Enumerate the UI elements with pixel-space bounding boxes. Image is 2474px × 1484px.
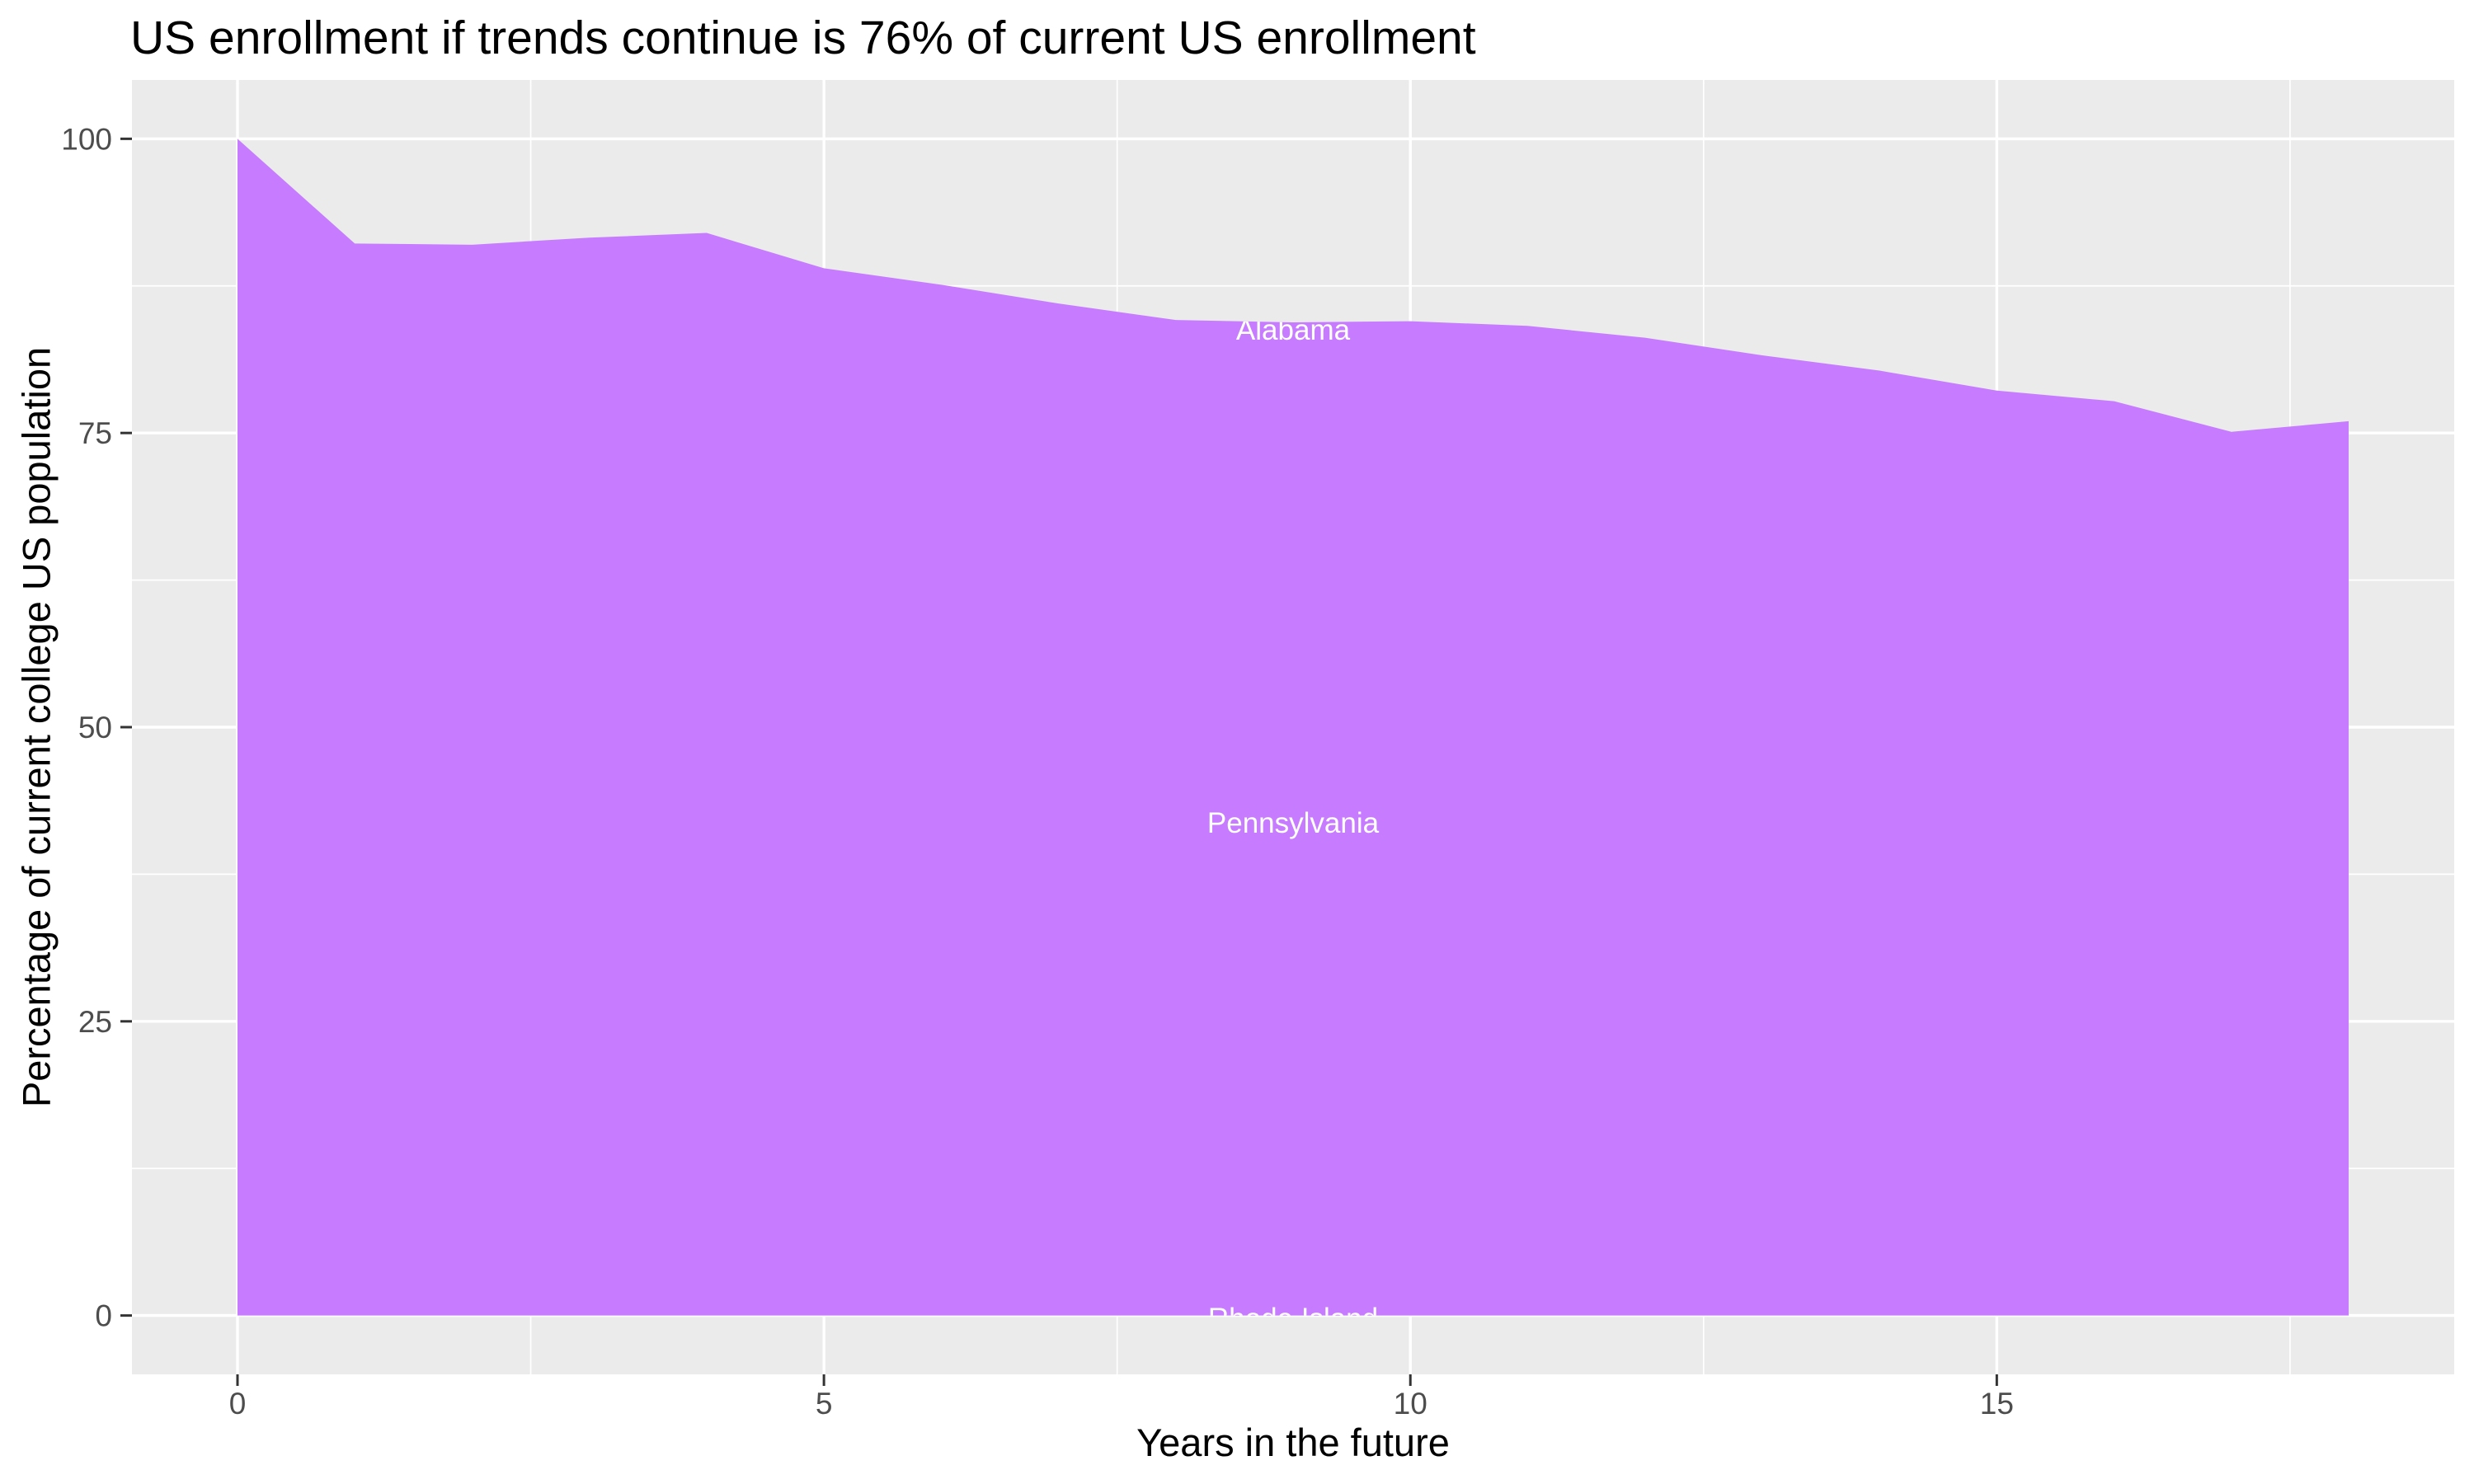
- y-tick-label: 25: [78, 1005, 112, 1039]
- y-tick-label: 0: [95, 1299, 112, 1333]
- x-axis-title: Years in the future: [1136, 1421, 1450, 1464]
- y-axis-title: Percentage of current college US populat…: [14, 346, 59, 1108]
- y-tick-label: 100: [61, 122, 112, 156]
- y-tick-label: 50: [78, 711, 112, 744]
- y-tick-label: 75: [78, 416, 112, 450]
- state-label: Rhode Island: [1208, 1303, 1378, 1335]
- area-series: [238, 139, 2349, 1316]
- x-tick-label: 0: [229, 1387, 247, 1421]
- state-label: Pennsylvania: [1207, 807, 1380, 839]
- x-tick-label: 15: [1980, 1387, 2014, 1421]
- plot-title: US enrollment if trends continue is 76% …: [130, 12, 1476, 64]
- x-tick-label: 5: [816, 1387, 833, 1421]
- x-tick-label: 10: [1394, 1387, 1427, 1421]
